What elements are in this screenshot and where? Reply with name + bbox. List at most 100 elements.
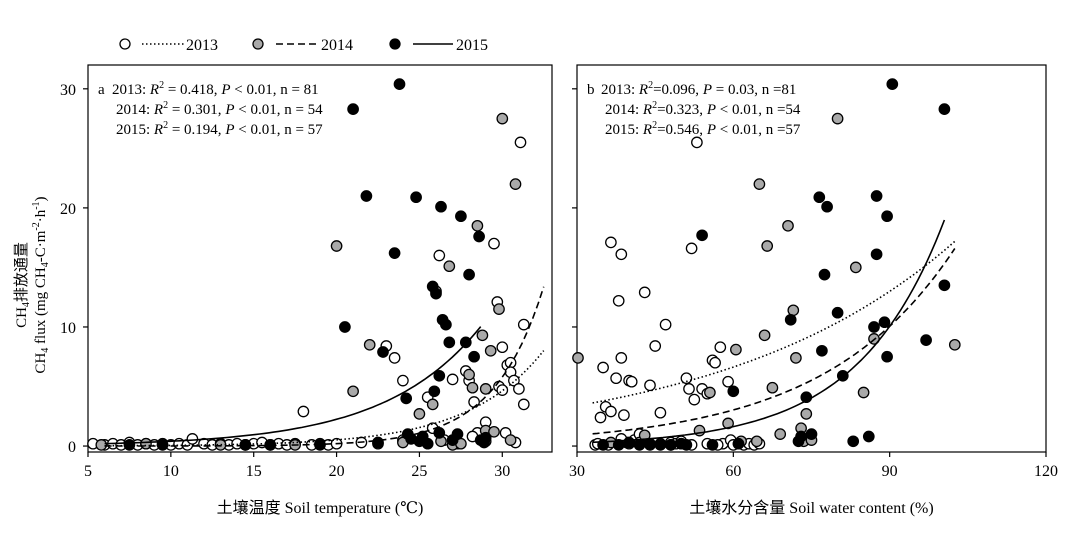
legend-marker-2015 [389,38,401,50]
point-2015 [435,200,447,213]
point-2014 [638,429,651,442]
y-axis-label-en: CH4 flux (mg CH4-C·m-2·h-1) [31,196,51,373]
point-2013 [709,356,721,369]
point-2014 [831,112,844,125]
point-2013 [508,374,520,387]
series-2014 [572,112,961,450]
point-2013 [722,375,734,388]
point-2015 [664,439,677,451]
point-2013 [186,433,199,445]
plot-frame [576,64,1047,453]
point-2013 [496,384,509,396]
point-2013 [488,237,500,250]
point-2014 [509,178,522,190]
point-2013 [468,396,480,408]
point-2014 [750,435,763,448]
point-2015 [813,191,826,204]
point-2013 [517,318,530,331]
point-2013 [446,373,459,386]
point-2015 [455,210,467,223]
point-2015 [339,321,351,333]
legend-marker-2014 [252,38,264,50]
point-2015 [732,437,745,450]
series-2013 [589,136,766,451]
point-2013 [625,375,638,388]
point-2015 [388,247,401,259]
x-tick-label: 30 [494,463,510,480]
point-2013 [517,398,530,411]
point-2013 [504,356,517,369]
point-2015 [784,313,797,326]
point-2014 [787,304,800,317]
point-2015 [633,439,646,451]
point-2015 [416,430,429,443]
point-2013 [683,383,695,395]
point-2015 [428,385,441,398]
stats-2013: 2013: R2 = 0.418, P < 0.01, n = 81 [112,80,319,98]
x-tick-label: 10 [163,463,179,480]
point-2013 [514,136,527,149]
point-2013 [615,352,628,364]
panel-label: b [587,82,595,98]
legend-label-2015: 2015 [456,37,488,54]
point-2014 [572,352,584,364]
point-2015 [430,287,442,300]
x-tick-label: 15 [246,463,262,480]
point-2014 [722,417,734,430]
point-2015 [795,430,807,443]
point-2015 [831,306,844,319]
point-2013 [615,248,628,261]
point-2014 [790,352,802,364]
y-axis-label: CH4排放通量 CH4 flux (mg CH4-C·m-2·h-1) [13,196,51,373]
point-2015 [372,436,384,449]
point-2015 [443,336,456,349]
fit-line-2013 [592,240,956,404]
point-2015 [654,439,667,451]
point-2014 [140,437,152,450]
series-2015 [123,78,492,451]
point-2015 [410,191,422,204]
legend-marker-2013 [119,38,131,50]
point-2015 [870,190,883,202]
point-2014 [704,386,716,399]
point-2013 [605,405,617,418]
point-2015 [479,431,492,444]
point-2015 [696,229,708,242]
point-2015 [821,200,833,213]
point-2013 [297,405,310,418]
point-2015 [360,190,373,202]
x-tick-label: 90 [882,463,898,480]
point-2015 [881,350,893,363]
point-2015 [870,248,883,261]
point-2015 [393,78,406,90]
fit-line-2014 [592,248,956,435]
point-2015 [377,346,389,358]
point-2015 [881,210,893,223]
x-tick-label: 30 [569,463,585,480]
point-2015 [347,103,359,115]
point-2014 [471,219,484,232]
point-2014 [774,428,787,440]
y-tick-label: 10 [60,320,76,337]
x-tick-label: 120 [1034,463,1058,480]
point-2015 [727,385,740,398]
point-2015 [886,78,899,90]
series-2014 [95,112,522,451]
point-2013 [618,409,630,421]
y-tick-label: 0 [68,439,76,456]
point-2013 [649,340,662,352]
point-2015 [405,433,417,445]
point-2015 [938,279,951,292]
point-2015 [400,392,413,405]
point-2014 [857,386,870,399]
panel-a: 5 10 15 20 25 30 0 10 20 30 土壤温度 Soil temperature … [60,64,553,517]
legend-label-2013: 2013 [186,37,218,54]
point-2014 [488,425,500,438]
point-2014 [782,219,794,232]
point-2013 [388,352,401,364]
fit-line-2013 [104,350,545,447]
point-2015 [440,318,452,331]
point-2014 [463,368,475,381]
point-2015 [920,334,932,346]
